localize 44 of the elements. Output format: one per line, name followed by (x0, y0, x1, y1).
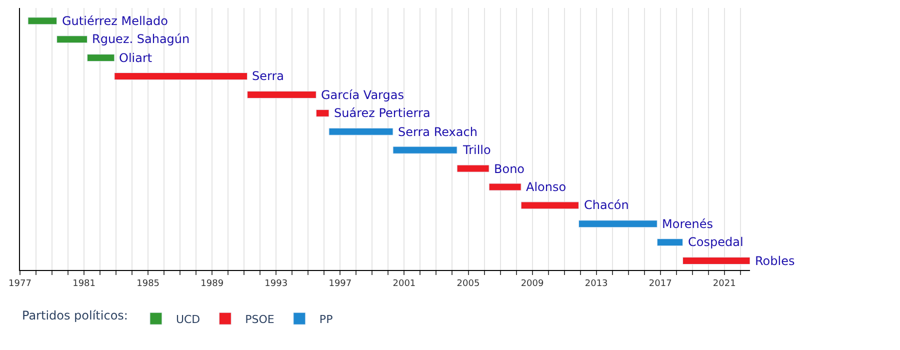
bar (488, 183, 522, 191)
bar (520, 202, 579, 210)
x-tick-label: 1993 (264, 278, 288, 289)
x-tick-label: 2013 (584, 278, 608, 289)
x-tick-label: 1989 (200, 278, 224, 289)
y-tick-label: Serra Rexach (398, 125, 478, 139)
y-tick-label: Rguez. Sahagún (92, 32, 190, 46)
x-tick-label: 2009 (520, 278, 544, 289)
y-tick-label: Morenés (662, 217, 713, 231)
y-tick-label: García Vargas (321, 88, 404, 102)
bar (114, 72, 248, 80)
y-tick-label: Suárez Pertierra (334, 106, 430, 120)
y-tick-label: Gutiérrez Mellado (62, 14, 168, 28)
bar (392, 146, 458, 154)
x-tick-label: 1977 (8, 278, 32, 289)
bar (328, 128, 394, 136)
y-tick-label: Robles (755, 254, 795, 268)
x-tick-label: 1981 (72, 278, 96, 289)
y-tick-label: Oliart (119, 51, 152, 65)
legend-label: PP (319, 312, 334, 326)
y-tick-label: Bono (494, 162, 525, 176)
legend-title: Partidos políticos: (22, 308, 128, 323)
bar (56, 36, 88, 44)
bar (656, 238, 684, 246)
x-tick-label: 2005 (456, 278, 480, 289)
bar (456, 164, 490, 172)
bar (28, 17, 58, 25)
bar (682, 257, 750, 265)
y-tick-label: Serra (252, 69, 284, 83)
x-tick-label: 1997 (328, 278, 352, 289)
bar (316, 109, 330, 117)
legend-label: PSOE (245, 312, 274, 326)
x-tick-label: 1985 (136, 278, 160, 289)
y-tick-label: Alonso (526, 180, 566, 194)
x-tick-label: 2021 (712, 278, 736, 289)
y-tick-label: Chacón (584, 198, 629, 212)
bar (578, 220, 658, 228)
x-tick-label: 2001 (392, 278, 416, 289)
legend-label: UCD (176, 312, 200, 326)
bar (247, 90, 316, 98)
y-tick-label: Cospedal (688, 235, 744, 249)
x-tick-label: 2017 (648, 278, 672, 289)
y-tick-label: Trillo (462, 143, 491, 157)
bar (86, 54, 115, 62)
